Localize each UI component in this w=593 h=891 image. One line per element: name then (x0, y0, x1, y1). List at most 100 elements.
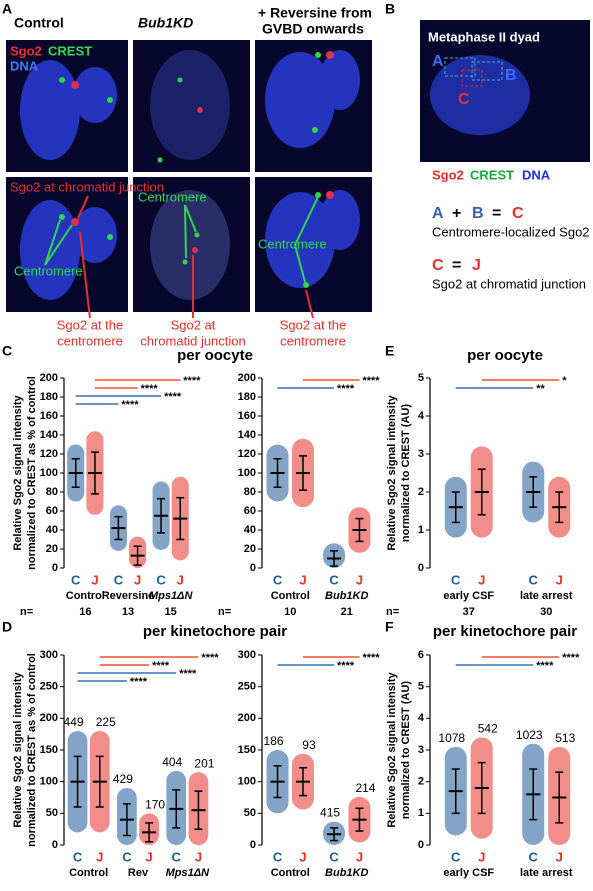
y-tick-label: 0 (52, 562, 58, 574)
count-label: 201 (194, 756, 214, 770)
y-tick-label: 80 (46, 486, 58, 498)
annotation: Sgo2 at (171, 317, 216, 332)
count-label: 1078 (438, 731, 465, 745)
panel-label: F (385, 619, 394, 635)
y-tick-label: 120 (40, 448, 58, 460)
group-label: Control (69, 867, 108, 879)
significance-label: * (562, 375, 567, 387)
y-tick-label: 200 (238, 712, 256, 724)
y-tick-label: 4 (418, 712, 425, 724)
stain-label: Sgo2 (10, 43, 42, 58)
chart-title: per kinetochore pair (143, 623, 287, 640)
y-tick-label: 4 (418, 410, 425, 422)
n-value: 10 (284, 606, 296, 618)
chart (258, 377, 371, 569)
group-label: early CSF (443, 867, 494, 879)
y-tick-label: 3 (418, 448, 424, 460)
annotation: Centromere (14, 263, 83, 278)
count-label: 1023 (516, 728, 543, 742)
series-label: C (71, 572, 81, 587)
stain-label: Sgo2 (432, 167, 464, 182)
box (461, 69, 483, 87)
y-tick-label: 0 (418, 562, 424, 574)
count-label: 542 (478, 722, 498, 736)
y-tick-label: 2 (418, 776, 424, 788)
annotation: Sgo2 at the (57, 317, 124, 332)
series-label: C (122, 849, 132, 864)
y-axis-label: Relative Sgo2 signal intensity (12, 394, 24, 550)
group-label: Control (66, 590, 105, 602)
y-tick-label: 100 (238, 776, 256, 788)
group-label: Reversine (102, 590, 155, 602)
series-label: C (329, 849, 339, 864)
chart (426, 377, 571, 569)
significance-label: **** (164, 391, 182, 403)
n-value: 30 (540, 606, 552, 618)
group-label: Control (271, 867, 310, 879)
panel-label: E (385, 343, 394, 359)
chart (60, 654, 209, 846)
significance-label: **** (179, 668, 197, 680)
chart (60, 377, 189, 569)
y-tick-label: 140 (40, 429, 58, 441)
series-label: J (478, 572, 485, 587)
n-value: 16 (79, 606, 91, 618)
y-axis-label: normalized to CREST as % of control (26, 653, 38, 847)
y-axis-label: Relative Sgo2 signal intensity (386, 394, 398, 550)
series-label: C (273, 572, 283, 587)
series-label: J (299, 572, 306, 587)
series-label: J (299, 849, 306, 864)
y-tick-label: 200 (238, 372, 256, 384)
count-label: 415 (320, 806, 340, 820)
chart-title: per oocyte (177, 347, 253, 364)
y-tick-label: 250 (238, 681, 256, 693)
region-label: C (458, 91, 470, 108)
significance-label: **** (141, 383, 159, 395)
y-tick-label: 1 (418, 807, 424, 819)
y-tick-label: 120 (238, 448, 256, 460)
series-label: J (96, 849, 103, 864)
stain-label: CREST (470, 167, 514, 182)
y-tick-label: 180 (40, 391, 58, 403)
y-tick-label: 200 (40, 372, 58, 384)
y-tick-label: 300 (40, 649, 58, 661)
n-label: n= (20, 606, 33, 618)
y-axis-label: Relative Sgo2 signal intensity (386, 671, 398, 827)
count-label: 225 (96, 715, 116, 729)
significance-label: **** (201, 652, 219, 664)
box (471, 61, 503, 81)
significance-label: **** (562, 652, 580, 664)
panel-label: B (385, 1, 395, 17)
n-value: 15 (165, 606, 177, 618)
column-title: + Reversine from (258, 5, 372, 21)
chromosome (430, 55, 530, 135)
group-label: Control (271, 590, 310, 602)
column-title: GVBD onwards (262, 21, 364, 37)
y-tick-label: 200 (40, 712, 58, 724)
y-tick-label: 1 (418, 524, 424, 536)
y-tick-label: 180 (238, 391, 256, 403)
annotation: Centromere (138, 189, 207, 204)
annotation: centromere (57, 333, 123, 348)
series-label: J (91, 572, 98, 587)
series-label: C (273, 849, 283, 864)
significance-label: **** (337, 660, 355, 672)
panel-label: D (2, 619, 12, 635)
y-tick-label: 300 (238, 649, 256, 661)
count-label: 170 (145, 798, 165, 812)
group-label: late arrest (520, 867, 573, 879)
image-title: Metaphase II dyad (428, 29, 540, 44)
n-value: 21 (341, 606, 353, 618)
y-tick-label: 50 (46, 807, 58, 819)
y-tick-label: 50 (244, 807, 256, 819)
y-tick-label: 150 (238, 744, 256, 756)
significance-label: **** (362, 652, 380, 664)
count-label: 513 (555, 731, 575, 745)
y-tick-label: 140 (238, 429, 256, 441)
column-title: Control (14, 15, 64, 31)
significance-label: ** (536, 383, 545, 395)
annotation: Sgo2 at chromatid junction (10, 179, 164, 194)
panel-label: A (2, 1, 12, 17)
significance-label: **** (362, 375, 380, 387)
y-tick-label: 5 (418, 681, 424, 693)
